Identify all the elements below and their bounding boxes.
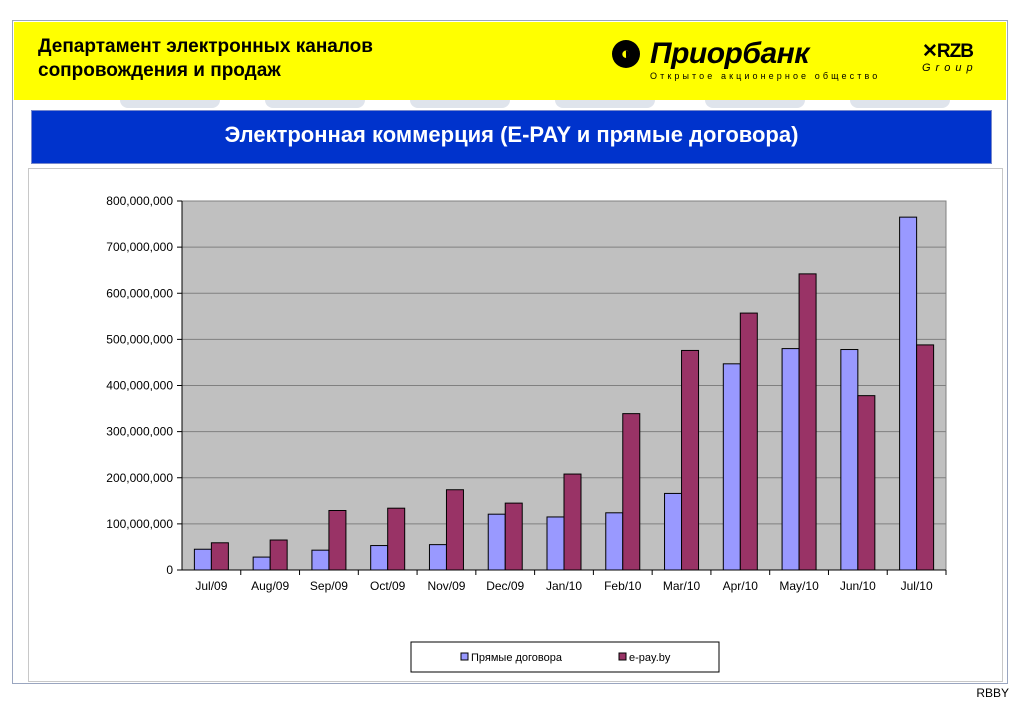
bar-direct-contracts [664, 492, 683, 571]
y-tick-label: 700,000,000 [106, 240, 173, 254]
legend-label: Прямые договора [471, 652, 563, 664]
bar-direct-contracts [311, 549, 330, 571]
bar-chart: 0 100,000,000 200,000,000 300,000,000 400,00… [106, 194, 947, 673]
bar-e-pay [328, 509, 347, 571]
bar-e-pay [681, 349, 700, 571]
department-line-1: Департамент электронных каналов [38, 36, 373, 57]
x-tick-label: May/10 [779, 579, 819, 593]
bar-e-pay [445, 489, 464, 571]
group-label: Group [922, 62, 978, 74]
bar-direct-contracts [546, 516, 565, 571]
header-decoration [555, 100, 655, 108]
header-decoration [265, 100, 365, 108]
bar-direct-contracts [487, 513, 506, 571]
footer-label: RBBY [976, 686, 1009, 700]
rzb-group-logo: ✕RZB Group [922, 42, 994, 82]
bar-e-pay [798, 273, 817, 571]
x-tick-label: Mar/10 [663, 579, 701, 593]
y-tick-label: 800,000,000 [106, 194, 173, 208]
y-tick-label: 500,000,000 [106, 332, 173, 346]
bar-direct-contracts [840, 349, 859, 571]
x-tick-label: Apr/10 [723, 579, 759, 593]
x-tick-label: Nov/09 [427, 579, 465, 593]
bar-e-pay [622, 413, 641, 571]
bar-direct-contracts [781, 348, 800, 571]
bar-e-pay [504, 502, 523, 571]
x-tick-label: Jun/10 [840, 579, 876, 593]
bar-direct-contracts [193, 548, 212, 571]
header-decoration [705, 100, 805, 108]
legend-swatch [460, 652, 469, 661]
rzb-cross-icon: ✕ [922, 41, 938, 62]
y-tick-label: 300,000,000 [106, 425, 173, 439]
brand-subtitle: Открытое акционерное общество [650, 71, 881, 81]
y-tick-label: 0 [166, 563, 173, 577]
x-tick-label: Feb/10 [604, 579, 642, 593]
legend-box [410, 641, 720, 673]
bar-direct-contracts [899, 216, 918, 571]
x-tick-label: Jul/09 [195, 579, 227, 593]
x-tick-label: Aug/09 [251, 579, 289, 593]
group-name: ✕RZB [922, 41, 974, 62]
x-tick-label: Jul/10 [901, 579, 933, 593]
priorbank-emblem-icon: ◐ [612, 40, 640, 68]
bar-direct-contracts [370, 545, 389, 571]
bar-direct-contracts [722, 363, 741, 571]
y-tick-label: 400,000,000 [106, 379, 173, 393]
priorbank-logo: ◐ Приорбанк Открытое акционерное обществ… [612, 37, 877, 82]
bar-direct-contracts [428, 544, 447, 571]
x-tick-label: Jan/10 [546, 579, 582, 593]
header-decoration [850, 100, 950, 108]
bar-e-pay [563, 473, 582, 571]
x-tick-label: Dec/09 [486, 579, 524, 593]
bar-e-pay [269, 539, 288, 571]
legend-label: e-pay.by [629, 652, 671, 664]
bar-e-pay [916, 344, 935, 571]
slide-header [14, 22, 1006, 100]
x-tick-label: Sep/09 [310, 579, 348, 593]
header-decoration [120, 100, 220, 108]
bar-direct-contracts [605, 512, 624, 571]
y-tick-label: 200,000,000 [106, 471, 173, 485]
y-tick-label: 600,000,000 [106, 286, 173, 300]
legend-swatch [618, 652, 627, 661]
chart-container: 0 100,000,000 200,000,000 300,000,000 400,00… [28, 168, 1003, 682]
bar-e-pay [210, 542, 229, 571]
bar-direct-contracts [252, 556, 271, 571]
slide-title: Электронная коммерция (E-PAY и прямые до… [31, 110, 992, 164]
y-tick-label: 100,000,000 [106, 517, 173, 531]
bar-e-pay [739, 312, 758, 571]
department-title: Департамент электронных каналов сопровож… [38, 35, 458, 83]
bar-e-pay [387, 507, 406, 571]
bar-e-pay [857, 395, 876, 571]
department-line-2: сопровождения и продаж [38, 60, 281, 81]
brand-name: Приорбанк [650, 37, 809, 70]
x-tick-label: Oct/09 [370, 579, 406, 593]
header-decoration [410, 100, 510, 108]
